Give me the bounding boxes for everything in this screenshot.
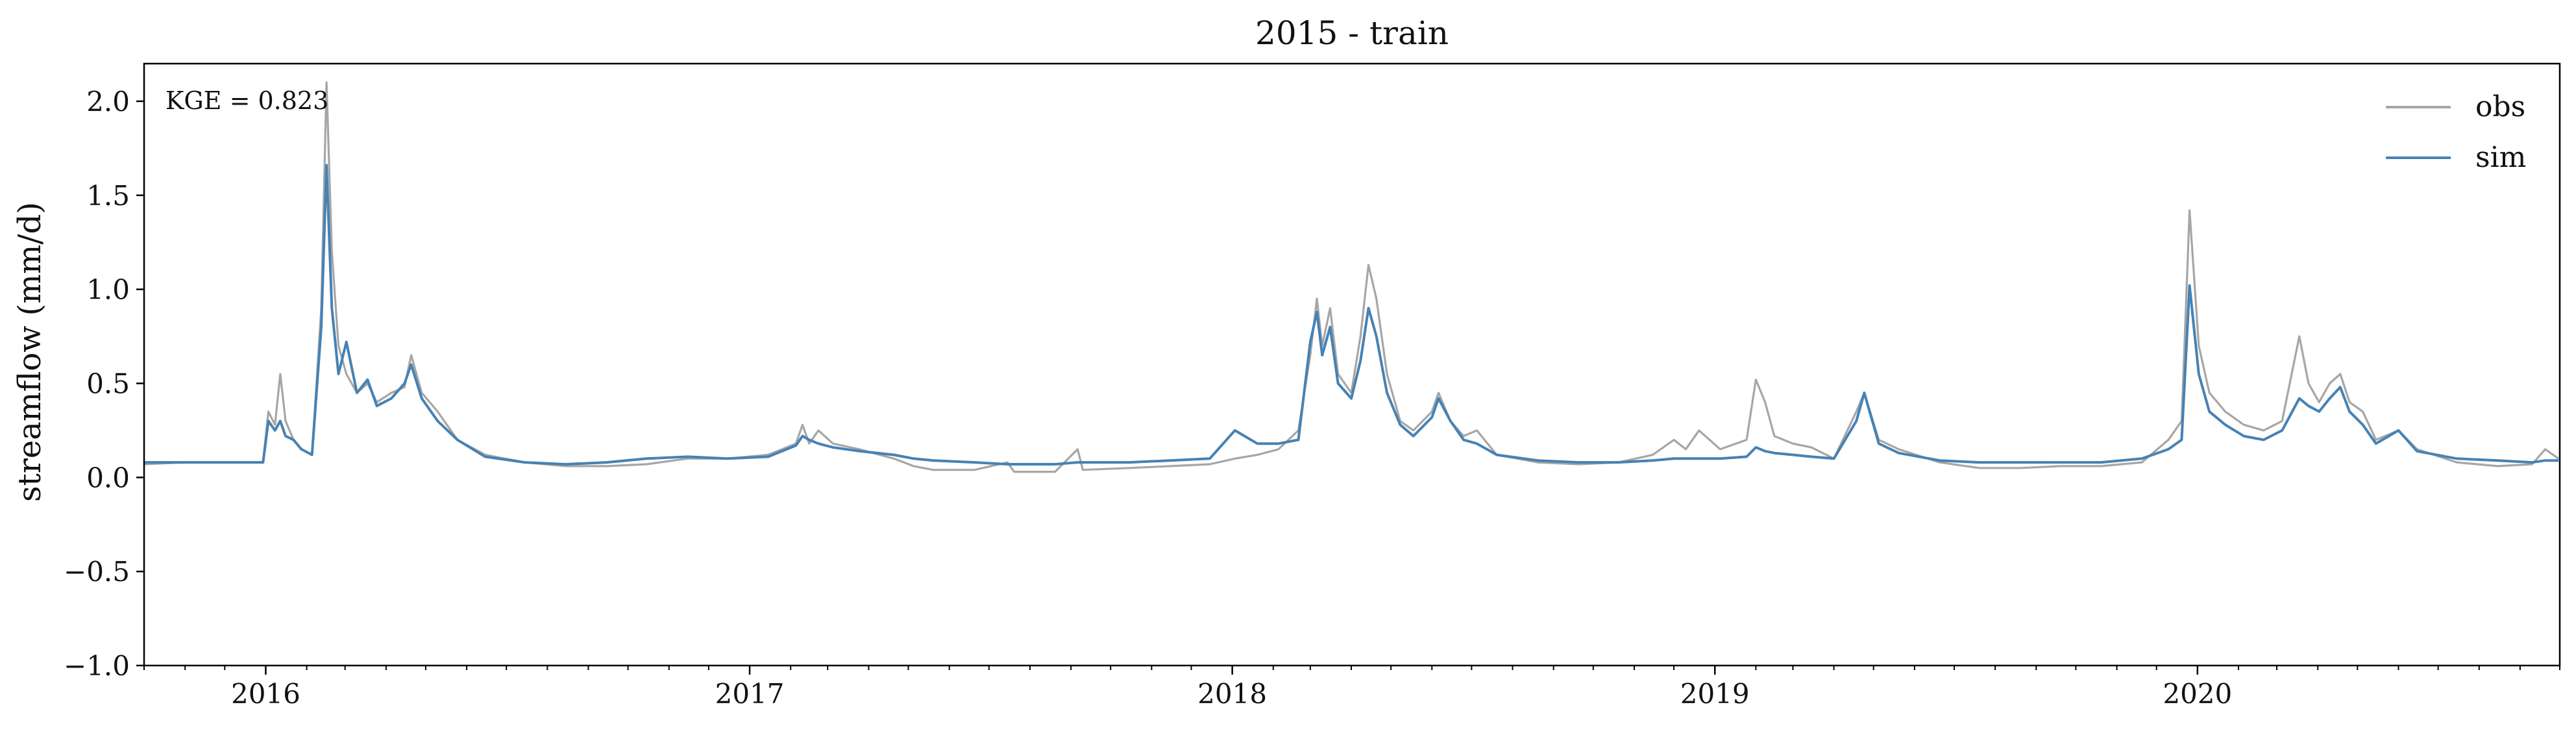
series-line-obs — [143, 81, 2559, 473]
y-tick-label: 1.0 — [86, 274, 130, 306]
y-tick-label: −0.5 — [64, 556, 130, 588]
legend-label-obs[interactable]: obs — [2475, 90, 2525, 123]
legend[interactable]: obs sim — [2386, 90, 2526, 174]
x-tick-label: 2016 — [231, 678, 301, 710]
y-tick-label: 0.5 — [86, 368, 130, 399]
series-lines — [143, 81, 2559, 473]
plot-frame — [143, 62, 2561, 667]
series-line-sim — [144, 164, 2558, 466]
x-tick-label: 2020 — [2163, 678, 2232, 710]
y-tick-label: 2.0 — [86, 86, 130, 118]
y-tick-label: −1.0 — [64, 650, 130, 682]
legend-label-sim[interactable]: sim — [2475, 141, 2526, 174]
x-tick-label: 2018 — [1197, 678, 1267, 710]
x-axis-ticks: 2016 2017 2018 2019 2020 — [143, 666, 2560, 710]
x-tick-label: 2019 — [1680, 678, 1750, 710]
y-tick-label: 0.0 — [86, 462, 130, 493]
chart-title: 2015 - train — [1255, 14, 1449, 52]
x-tick-label: 2017 — [715, 678, 785, 710]
kge-annotation: KGE = 0.823 — [166, 86, 328, 115]
y-tick-label: 1.5 — [86, 180, 130, 212]
y-axis-ticks: −1.0 −0.5 0.0 0.5 1.0 1.5 2.0 — [64, 86, 144, 682]
y-axis-label: streamflow (mm/d) — [12, 202, 48, 502]
